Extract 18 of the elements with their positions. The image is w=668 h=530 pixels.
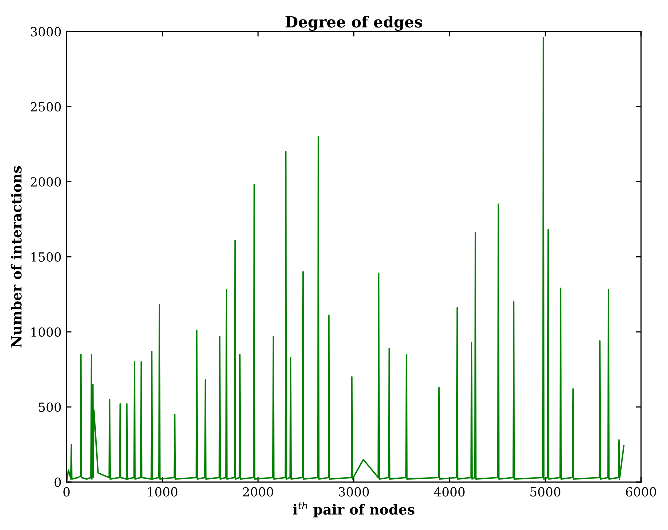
y-tick-label: 1000 [32, 328, 62, 338]
y-tick-label: 500 [39, 402, 62, 412]
x-tick-label: 6000 [626, 487, 656, 497]
y-tick-label: 2500 [30, 102, 62, 112]
line-series [66, 37, 625, 482]
x-tick-label: 5000 [530, 487, 561, 497]
y-tick-label: 0 [54, 478, 62, 488]
x-tick-label: 2000 [243, 487, 274, 497]
chart-title: Degree of edges [286, 16, 422, 32]
x-axis-title: i$^{th}$ pair of nodes [293, 502, 415, 518]
y-tick-label: 3000 [31, 27, 62, 37]
y-axis-title: Number of interactions [11, 166, 22, 348]
y-tick-label: 1500 [32, 252, 62, 262]
x-tick-label: 4000 [434, 487, 465, 497]
x-tick-label: 3000 [339, 487, 370, 497]
x-tick-label: 0 [64, 487, 70, 497]
x-tick-label: 1000 [148, 487, 178, 497]
y-tick-label: 2000 [30, 177, 62, 187]
